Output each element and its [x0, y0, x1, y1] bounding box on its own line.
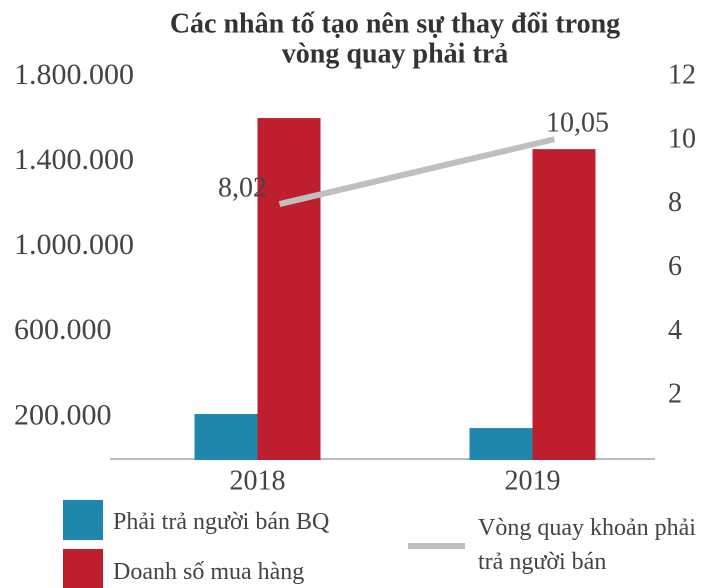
bar — [532, 149, 596, 461]
y-tick-label: 200.000 — [14, 398, 112, 431]
chart-title: vòng quay phải trả — [282, 38, 508, 69]
x-tick-label: 2018 — [230, 465, 286, 496]
chart-title: Các nhân tố tạo nên sự thay đổi trong — [170, 8, 620, 39]
x-tick-label: 2019 — [505, 465, 561, 496]
y-tick-label: 1.400.000 — [14, 143, 134, 176]
legend-swatch — [63, 500, 103, 540]
bar — [469, 428, 533, 460]
line — [278, 136, 556, 207]
data-label: 8,02 — [218, 172, 267, 203]
y2-tick-label: 10 — [668, 123, 696, 154]
y2-tick-label: 4 — [668, 315, 682, 346]
bar — [194, 414, 258, 460]
y2-tick-label: 8 — [668, 187, 682, 218]
y-tick-label: 1.800.000 — [14, 58, 134, 91]
data-label: 10,05 — [546, 108, 609, 139]
y-tick-label: 1.000.000 — [14, 228, 134, 261]
y2-tick-label: 2 — [668, 379, 682, 410]
legend-label: Doanh số mua hàng — [113, 559, 305, 585]
y-tick-label: 600.000 — [14, 313, 112, 346]
y2-tick-label: 6 — [668, 251, 682, 282]
legend-label: Vòng quay khoản phải trả người bán — [478, 515, 696, 575]
y2-tick-label: 12 — [668, 59, 696, 90]
bar — [257, 118, 321, 461]
legend-label: Phải trả người bán BQ — [113, 509, 330, 535]
legend-swatch — [63, 549, 103, 588]
